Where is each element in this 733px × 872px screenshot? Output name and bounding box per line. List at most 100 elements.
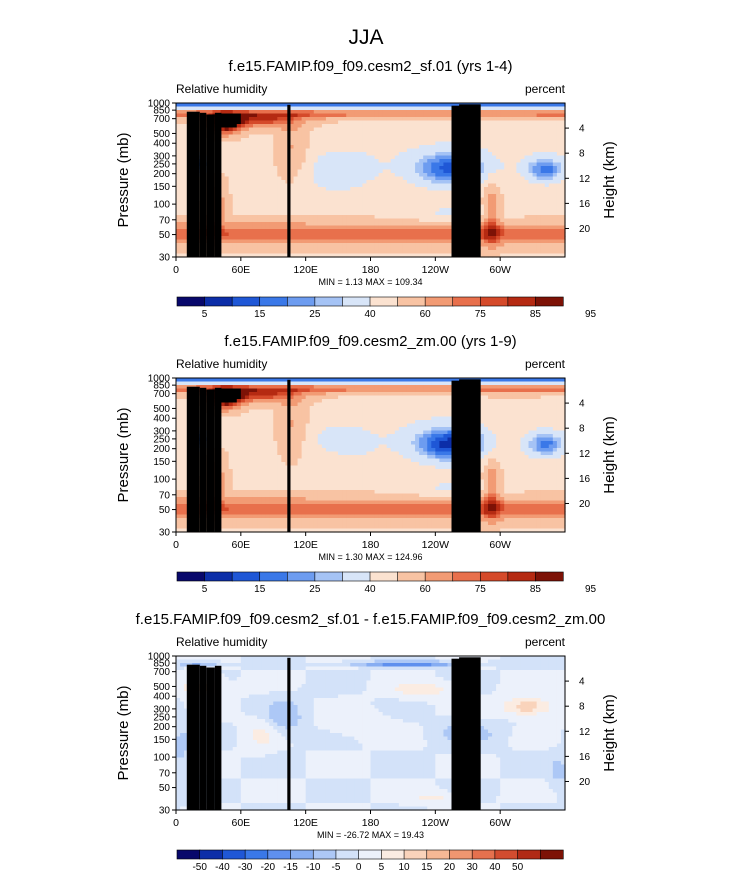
contour-cell [402,148,408,153]
contour-cell [176,103,181,108]
contour-cell [346,141,351,146]
contour-cell [354,166,359,171]
contour-cell [252,250,258,255]
contour-cell [240,395,246,400]
contour-cell [261,218,266,223]
contour-cell [560,395,566,400]
contour-cell [528,106,534,111]
contour-cell [358,232,363,237]
contour-cell [309,120,315,125]
contour-cell [265,388,270,393]
contour-cell [313,239,319,244]
contour-cell [512,239,517,244]
contour-cell [548,183,554,188]
contour-cell [435,208,440,213]
contour-cell [374,204,380,209]
contour-cell [540,127,546,132]
contour-cell [504,250,509,255]
contour-cell [435,399,440,404]
contour-cell [520,173,526,178]
contour-cell [321,201,327,206]
contour-cell [297,236,303,241]
contour-cell [346,194,351,199]
contour-cell [329,134,335,139]
contour-cell [540,145,546,150]
contour-cell [342,183,347,188]
contour-cell [431,131,436,136]
contour-cell [447,103,453,108]
contour-cell [556,229,562,234]
contour-cell [261,211,266,216]
contour-cell [540,110,546,115]
contour-cell [532,204,538,209]
contour-cell [423,201,428,206]
contour-cell [488,152,493,157]
contour-cell [329,250,335,255]
contour-cell [370,166,376,171]
contour-cell [516,187,522,192]
contour-cell [552,215,558,220]
contour-cell [342,106,347,111]
contour-cell [281,134,286,139]
contour-cell [386,201,392,206]
contour-cell [269,159,274,164]
contour-cell [180,169,185,174]
contour-cell [232,180,238,185]
contour-cell [552,395,558,400]
contour-cell [370,155,376,160]
contour-cell [366,124,372,129]
contour-cell [252,197,258,202]
contour-cell [334,250,339,255]
contour-cell [382,392,388,397]
contour-cell [265,201,270,206]
contour-cell [257,176,262,181]
contour-cell [273,250,278,255]
contour-cell [516,103,522,108]
contour-cell [325,218,331,223]
contour-cell [516,117,522,122]
contour-cell [382,103,388,108]
contour-cell [269,131,274,136]
contour-cell [386,385,392,390]
contour-cell [325,103,331,108]
contour-cell [398,131,404,136]
contour-cell [176,197,181,202]
contour-cell [346,159,351,164]
contour-cell [248,106,254,111]
contour-cell [220,395,226,400]
contour-cell [516,120,522,125]
contour-cell [536,180,542,185]
contour-cell [394,211,400,216]
contour-cell [386,381,392,386]
contour-cell [257,120,262,125]
contour-cell [500,229,505,234]
contour-cell [552,225,558,230]
contour-cell [488,120,493,125]
contour-cell [224,194,230,199]
contour-cell [415,388,420,393]
contour-cell [257,103,262,108]
contour-cell [350,399,355,404]
contour-cell [398,173,404,178]
contour-cell [321,103,327,108]
contour-cell [252,173,258,178]
contour-cell [540,117,546,122]
contour-cell [540,236,546,241]
contour-cell [362,183,368,188]
contour-cell [350,381,355,386]
contour-cell [269,169,274,174]
contour-cell [435,215,440,220]
contour-cell [301,113,307,118]
contour-cell [483,208,489,213]
contour-cell [244,236,250,241]
contour-cell [479,131,485,136]
contour-cell [560,162,566,167]
contour-cell [232,148,238,153]
contour-cell [228,236,234,241]
contour-cell [334,218,339,223]
contour-cell [180,117,185,122]
contour-cell [528,120,534,125]
contour-cell [366,113,372,118]
contour-cell [508,103,513,108]
contour-cell [479,392,485,397]
